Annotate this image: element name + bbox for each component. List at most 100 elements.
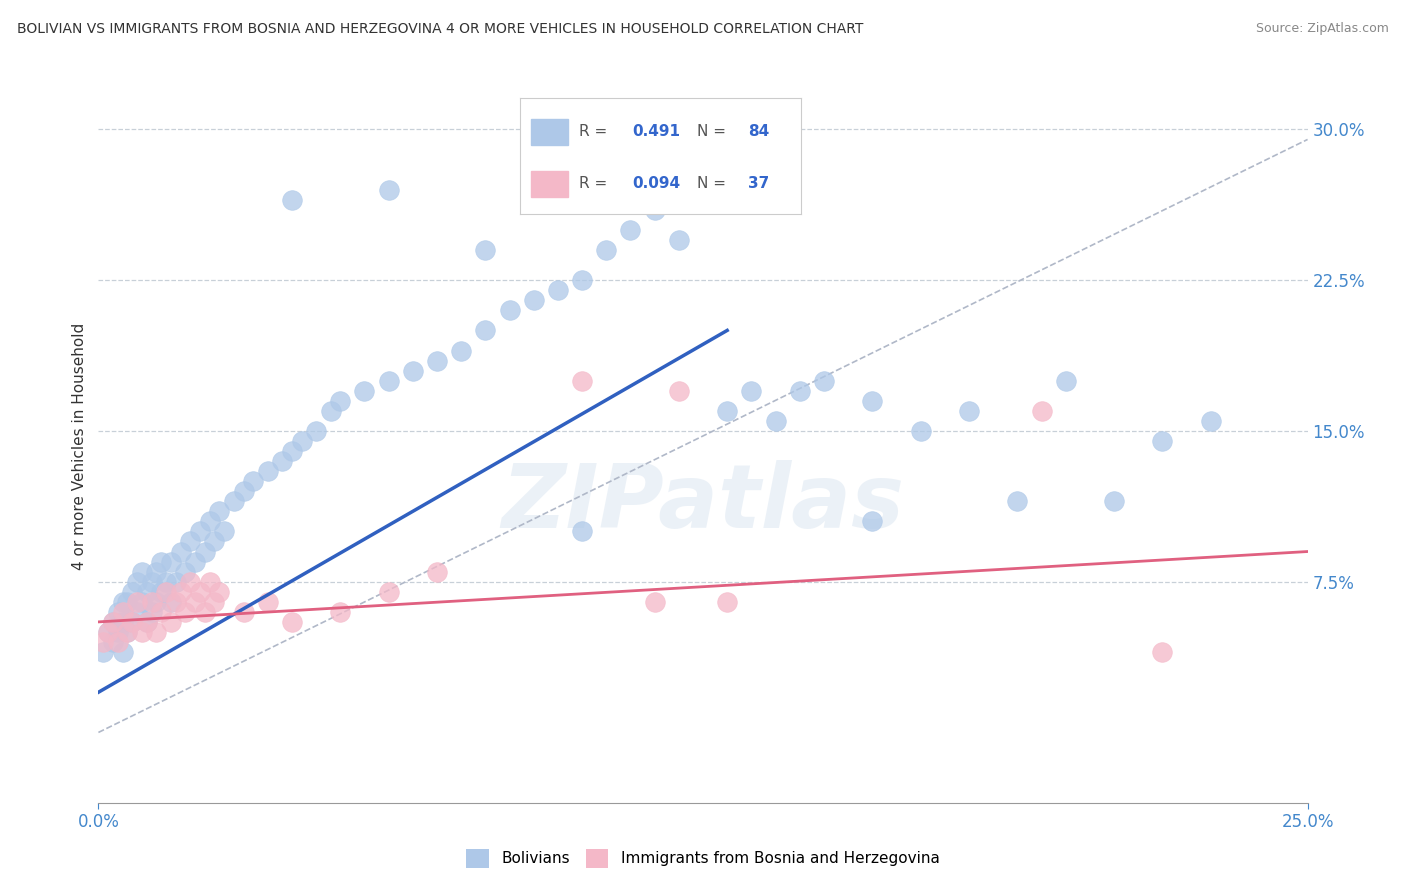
Point (117, 595, 139, 609)
Point (169, 544, 191, 558)
Point (117, 624, 139, 639)
Point (141, 595, 163, 609)
Point (547, 283, 569, 297)
Point (1102, 494, 1125, 508)
Point (179, 574, 201, 589)
Point (101, 615, 124, 629)
Point (256, 595, 278, 609)
Point (127, 605, 149, 619)
Point (716, 404, 738, 418)
Point (619, 223, 641, 237)
Point (150, 555, 173, 569)
Point (160, 615, 183, 629)
Point (860, 393, 883, 408)
Point (188, 584, 211, 599)
Point (111, 605, 134, 619)
Point (111, 615, 134, 629)
Point (208, 504, 231, 518)
Point (204, 534, 226, 549)
Point (402, 363, 425, 377)
Point (789, 384, 811, 398)
Point (135, 615, 157, 629)
Point (179, 534, 201, 549)
Point (281, 193, 304, 207)
Text: Source: ZipAtlas.com: Source: ZipAtlas.com (1256, 22, 1389, 36)
Point (716, 595, 738, 609)
Point (117, 624, 139, 639)
Point (121, 584, 143, 599)
Point (571, 273, 593, 287)
Text: ZIPatlas: ZIPatlas (502, 459, 904, 547)
Point (111, 595, 134, 609)
Text: 37: 37 (748, 177, 769, 192)
Point (145, 624, 167, 639)
Point (91, 635, 114, 649)
Text: N =: N = (697, 177, 731, 192)
Y-axis label: 4 or more Vehicles in Household: 4 or more Vehicles in Household (72, 322, 87, 570)
Point (131, 595, 153, 609)
Point (1007, 494, 1029, 508)
Point (97, 624, 120, 639)
Point (198, 515, 221, 529)
Text: 0.094: 0.094 (633, 177, 681, 192)
Text: N =: N = (697, 124, 731, 139)
Point (765, 162, 787, 177)
Point (165, 595, 187, 609)
Point (121, 615, 143, 629)
Point (212, 524, 235, 539)
Point (668, 384, 690, 398)
Point (145, 565, 167, 579)
Point (474, 243, 496, 257)
Point (571, 374, 593, 388)
Point (194, 544, 217, 558)
Point (169, 584, 191, 599)
Bar (531, 171, 568, 197)
Point (329, 393, 352, 408)
Point (319, 404, 342, 418)
Point (860, 515, 883, 529)
Point (281, 615, 304, 629)
Point (692, 183, 714, 197)
Point (135, 584, 157, 599)
Point (765, 414, 787, 428)
Point (571, 524, 593, 539)
Point (204, 595, 226, 609)
Point (450, 343, 472, 358)
Point (101, 615, 124, 629)
Point (155, 574, 177, 589)
Point (160, 595, 183, 609)
Point (1054, 374, 1077, 388)
Point (150, 584, 173, 599)
Point (1031, 404, 1053, 418)
Point (107, 635, 129, 649)
Text: 84: 84 (748, 124, 769, 139)
Point (377, 183, 399, 197)
Point (353, 384, 375, 398)
Point (426, 565, 449, 579)
Point (111, 645, 134, 659)
Point (1152, 434, 1174, 448)
Point (127, 574, 149, 589)
Point (644, 202, 666, 217)
Point (188, 524, 211, 539)
Point (740, 384, 762, 398)
Point (91, 645, 114, 659)
Point (165, 574, 187, 589)
Point (668, 183, 690, 197)
Bar (531, 119, 568, 145)
Text: BOLIVIAN VS IMMIGRANTS FROM BOSNIA AND HERZEGOVINA 4 OR MORE VEHICLES IN HOUSEHO: BOLIVIAN VS IMMIGRANTS FROM BOSNIA AND H… (17, 22, 863, 37)
Point (232, 484, 254, 499)
Point (150, 605, 173, 619)
Point (208, 584, 231, 599)
Point (145, 595, 167, 609)
Point (184, 595, 207, 609)
Point (305, 424, 328, 438)
Point (1152, 645, 1174, 659)
Point (256, 464, 278, 478)
Point (668, 233, 690, 247)
Point (184, 555, 207, 569)
Point (101, 635, 124, 649)
Point (135, 615, 157, 629)
Legend: Bolivians, Immigrants from Bosnia and Herzegovina: Bolivians, Immigrants from Bosnia and He… (460, 843, 946, 873)
Point (523, 293, 546, 308)
